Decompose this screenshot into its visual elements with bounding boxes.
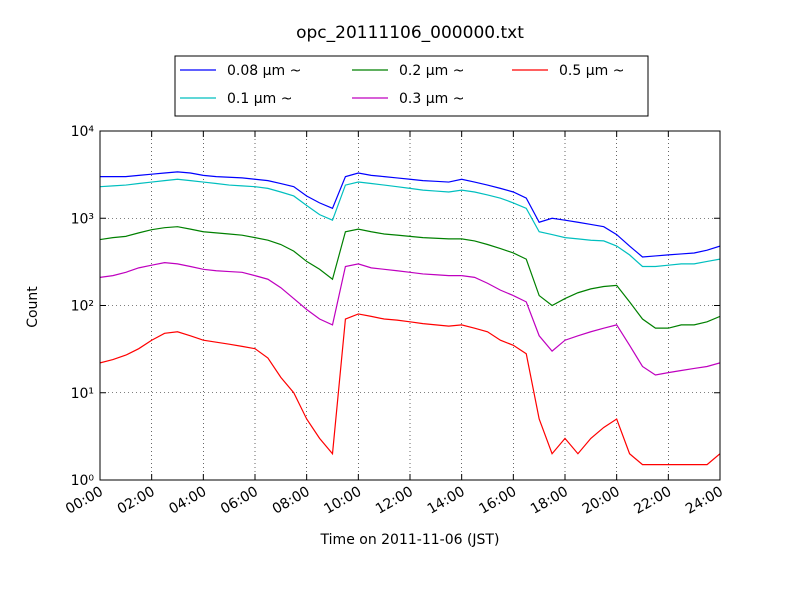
legend-label: 0.2 μm ~ <box>399 63 464 79</box>
y-axis-label: Count <box>25 286 41 328</box>
y-tick-label: 10³ <box>71 211 94 227</box>
series-line <box>100 226 720 329</box>
chart-title: opc_20111106_000000.txt <box>296 23 524 43</box>
legend-box <box>174 55 649 117</box>
plot-frame <box>99 130 721 481</box>
series-line <box>100 178 720 268</box>
y-tick-label: 10² <box>71 299 94 315</box>
y-tick-label: 10⁰ <box>71 473 95 489</box>
series-line <box>100 171 720 258</box>
series-line <box>100 313 720 466</box>
legend-label: 0.5 μm ~ <box>559 63 624 79</box>
legend-label: 0.1 μm ~ <box>227 91 292 107</box>
y-tick-label: 10¹ <box>71 386 94 402</box>
legend-label: 0.3 μm ~ <box>399 91 464 107</box>
y-tick-label: 10⁴ <box>71 124 95 140</box>
x-axis-label: Time on 2011-11-06 (JST) <box>320 532 500 548</box>
legend-label: 0.08 μm ~ <box>227 63 301 79</box>
series-line <box>100 262 720 376</box>
